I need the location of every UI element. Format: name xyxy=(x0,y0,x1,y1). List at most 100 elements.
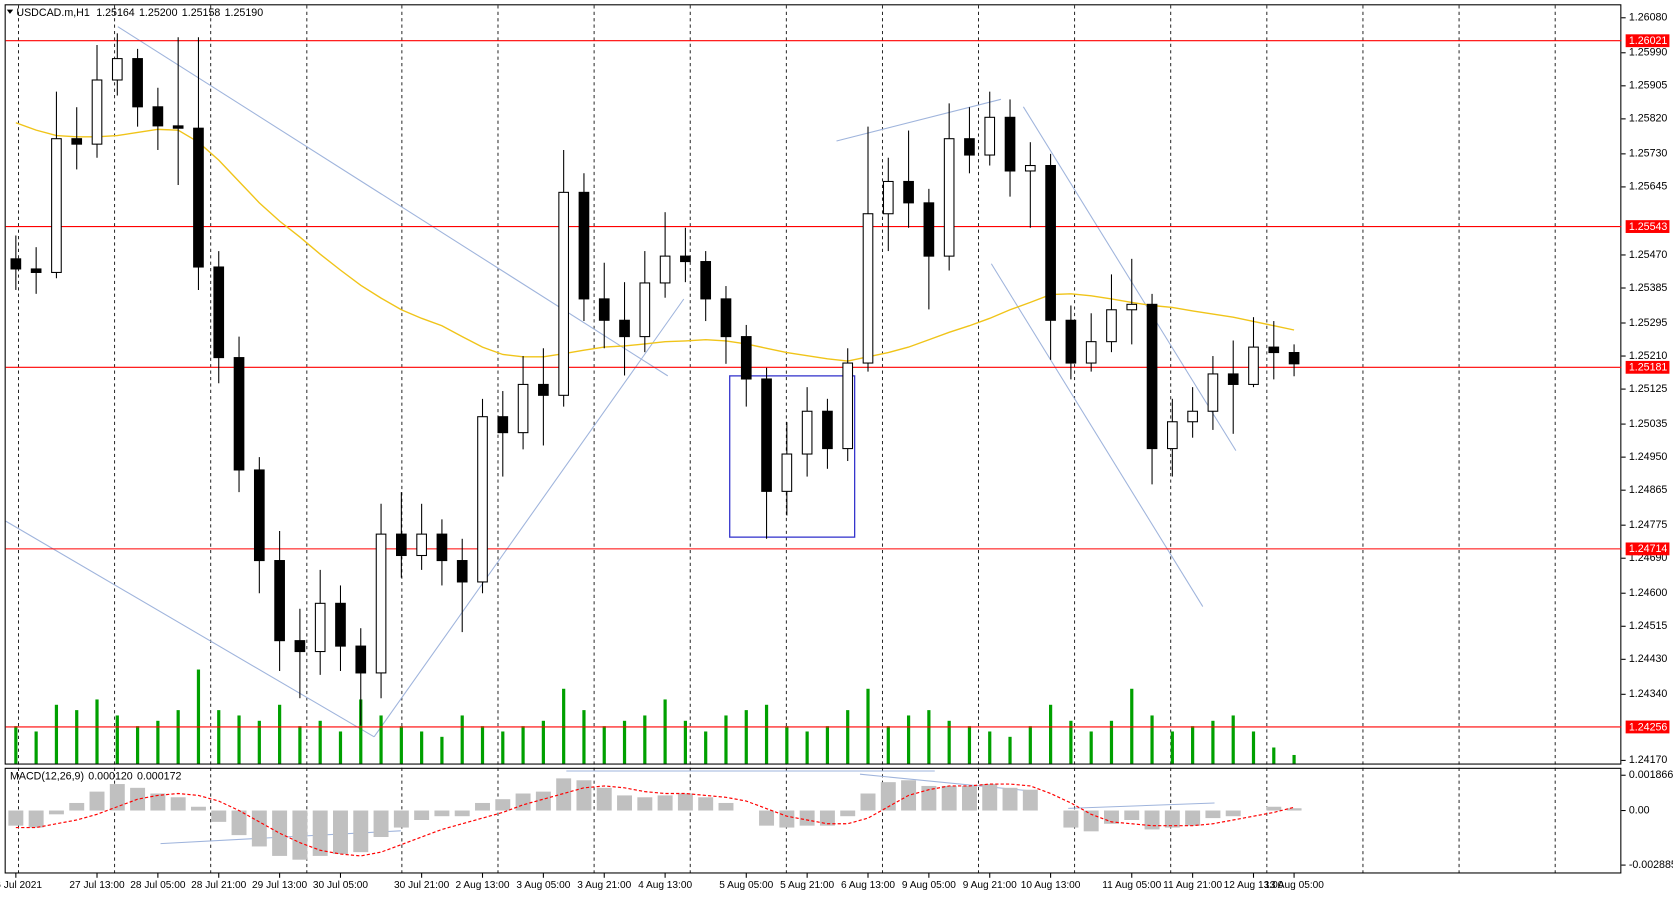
x-tick-label: 26 Jul 2021 xyxy=(0,880,42,891)
macd-bar xyxy=(89,791,105,811)
level-label-box xyxy=(1625,220,1670,233)
signal-readout: 0.000172 xyxy=(137,770,182,782)
y-tick-label: 1.24775 xyxy=(1629,519,1668,531)
volume-bar xyxy=(440,736,444,764)
volume-bar xyxy=(521,726,525,764)
candle-body xyxy=(903,180,914,204)
trend-line xyxy=(373,298,685,738)
y-tick-label: 1.25295 xyxy=(1629,317,1668,329)
y-tick-label: 1.24170 xyxy=(1629,754,1668,766)
candle-body xyxy=(882,180,894,215)
macd-bar xyxy=(982,784,998,811)
candle-body xyxy=(1187,410,1198,423)
volume-bar xyxy=(1028,726,1032,764)
macd-bar xyxy=(373,810,389,838)
candle-body xyxy=(740,336,752,380)
candle-body xyxy=(619,319,630,338)
x-tick-label: 30 Jul 21:00 xyxy=(394,880,450,891)
high-readout: 1.25200 xyxy=(139,7,178,19)
y-tick-label: 1.25730 xyxy=(1629,148,1668,160)
volume-bar xyxy=(338,731,343,764)
x-tick-label: 4 Aug 13:00 xyxy=(638,880,692,891)
macd-bar xyxy=(272,810,288,856)
menu-arrow[interactable] xyxy=(6,9,14,14)
macd-bar xyxy=(1185,810,1201,826)
candle-body xyxy=(680,255,691,263)
candle-body xyxy=(598,298,610,321)
candle-body xyxy=(355,645,367,674)
volume-bar xyxy=(1150,715,1154,764)
candle-body xyxy=(1065,319,1077,364)
x-tick-label: 3 Aug 05:00 xyxy=(516,880,570,891)
level-label-box xyxy=(1625,720,1670,734)
candle-body xyxy=(639,282,651,338)
macd-bar xyxy=(961,785,977,811)
volume-bar xyxy=(988,731,992,764)
macd-bar xyxy=(1205,810,1221,819)
macd-bar xyxy=(596,787,612,811)
chart-header: USDCAD.m,H1 1.25164 1.25200 1.25158 1.25190 xyxy=(16,7,263,19)
candle-body xyxy=(416,533,427,557)
y-tick-label: 1.26080 xyxy=(1629,12,1668,24)
trend-line xyxy=(117,26,669,377)
macd-bar xyxy=(333,810,348,855)
trend-line xyxy=(1068,802,1215,809)
volume-bar xyxy=(501,731,505,764)
candle-body xyxy=(964,138,975,156)
candle-body xyxy=(842,362,854,450)
candle-body xyxy=(91,79,103,145)
volume-bar xyxy=(460,715,464,764)
volume-bar xyxy=(704,731,708,764)
y-tick-label: 1.25385 xyxy=(1629,282,1668,294)
volume-bar xyxy=(1069,720,1073,764)
candle-body xyxy=(213,266,225,359)
candle-body xyxy=(1288,352,1300,365)
macd-bar xyxy=(434,810,450,817)
macd-bar xyxy=(556,778,572,811)
volume-bar xyxy=(237,715,241,764)
volume-bar xyxy=(1109,720,1114,764)
volume-bar xyxy=(663,699,667,764)
volume-bar xyxy=(643,715,647,764)
y-tick-label: 1.25210 xyxy=(1629,350,1668,362)
x-tick-label: 11 Aug 21:00 xyxy=(1163,880,1222,891)
macd-bar xyxy=(941,785,957,811)
candle-body xyxy=(1146,303,1158,450)
candle-body xyxy=(943,138,955,257)
y-tick-label: 1.24515 xyxy=(1629,620,1668,632)
macd-bar xyxy=(170,797,186,811)
macd-bar xyxy=(1286,808,1302,811)
y-tick-label: 1.25125 xyxy=(1629,383,1668,395)
x-tick-label: 27 Jul 13:00 xyxy=(69,880,125,891)
volume-bar xyxy=(886,726,890,764)
volume-bar xyxy=(379,715,383,764)
macd-bar xyxy=(677,793,693,811)
volume-bar xyxy=(805,731,809,764)
candle-body xyxy=(578,191,590,300)
candle-body xyxy=(172,125,184,129)
volume-bar xyxy=(298,726,302,764)
volume-bar xyxy=(1170,731,1174,764)
macd-bar xyxy=(779,810,795,828)
candle-body xyxy=(517,383,529,434)
volume-bar xyxy=(399,726,403,764)
x-tick-label: 6 Aug 13:00 xyxy=(841,880,895,891)
candle-body xyxy=(436,533,448,562)
x-tick-label: 13 Aug 05:00 xyxy=(1264,880,1324,891)
candle-body xyxy=(720,298,732,338)
macd-bar xyxy=(576,780,592,811)
x-tick-label: 5 Aug 05:00 xyxy=(719,880,773,891)
volume-bar xyxy=(1049,704,1053,764)
candle-body xyxy=(923,202,935,257)
volume-bar xyxy=(1292,754,1296,764)
candle-body xyxy=(111,58,123,81)
candle-body xyxy=(233,357,245,471)
macd-bar xyxy=(1124,810,1140,820)
x-tick-label: 9 Aug 05:00 xyxy=(902,880,956,891)
low-readout: 1.25158 xyxy=(182,7,221,19)
candle-body xyxy=(456,560,468,583)
trend-line xyxy=(1022,106,1237,451)
macd-bar xyxy=(759,810,775,826)
y-tick-label: 0.00 xyxy=(1629,804,1650,816)
macd-bar xyxy=(190,806,206,811)
